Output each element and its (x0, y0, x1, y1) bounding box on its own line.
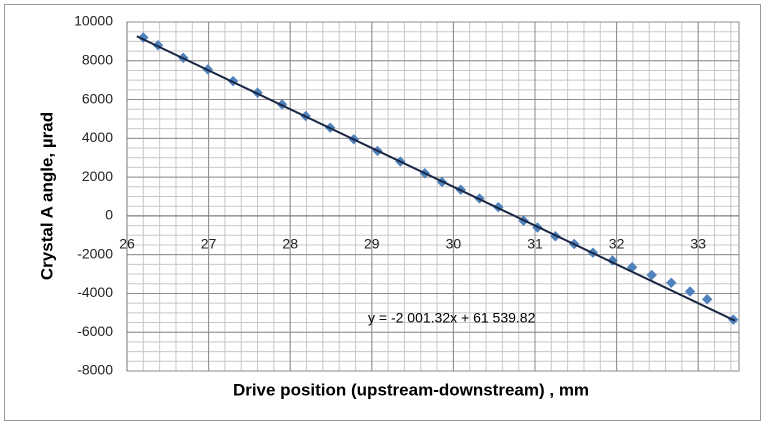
data-point (646, 269, 657, 281)
y-tick-label: 6000 (82, 90, 113, 106)
trendline-equation: y = -2 001.32x + 61 539.82 (368, 310, 536, 326)
y-tick-label: 0 (105, 207, 113, 223)
y-tick-label: 10000 (74, 13, 113, 29)
y-tick-label: -2000 (77, 245, 113, 261)
x-tick-label: 32 (609, 236, 625, 252)
x-tick-label: 33 (690, 236, 706, 252)
x-axis-title: Drive position (upstream-downstream) , m… (233, 380, 589, 399)
y-tick-label: -8000 (77, 362, 113, 378)
y-tick-label: -6000 (77, 323, 113, 339)
y-axis-title: Crystal A angle, µrad (37, 112, 56, 280)
x-tick-label: 31 (527, 236, 543, 252)
y-tick-label: -4000 (77, 284, 113, 300)
y-tick-label: 4000 (82, 129, 113, 145)
y-tick-label: 2000 (82, 168, 113, 184)
data-point (666, 277, 677, 288)
x-tick-label: 30 (446, 236, 462, 252)
data-point (701, 294, 713, 305)
trendline (136, 35, 736, 322)
y-tick-label: 8000 (82, 51, 113, 67)
x-tick-label: 28 (282, 236, 298, 252)
x-tick-label: 29 (364, 236, 380, 252)
x-tick-label: 27 (201, 236, 217, 252)
data-point (684, 286, 696, 297)
